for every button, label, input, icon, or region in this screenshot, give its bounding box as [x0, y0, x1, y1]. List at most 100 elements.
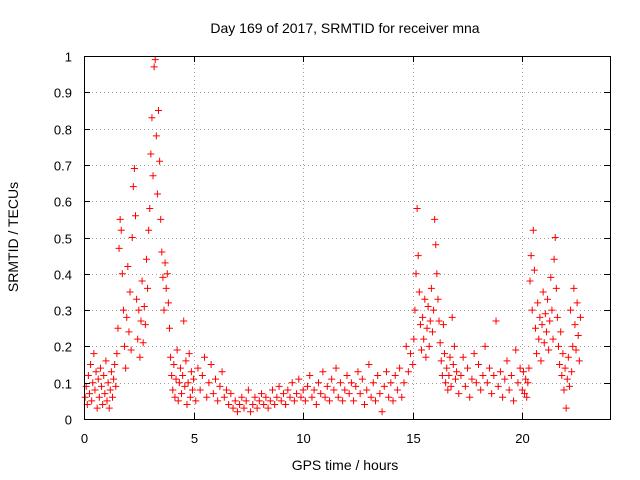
data-point [96, 364, 104, 372]
data-point [416, 321, 424, 329]
data-point [538, 321, 546, 329]
data-point [85, 390, 93, 398]
data-point [126, 288, 134, 296]
data-point [172, 375, 180, 383]
data-point [179, 371, 187, 379]
data-point [144, 284, 152, 292]
data-point [185, 350, 193, 358]
data-point [575, 357, 583, 365]
data-point [130, 165, 138, 173]
data-point [361, 400, 369, 408]
data-point [536, 313, 544, 321]
data-point [519, 368, 527, 376]
data-point [178, 390, 186, 398]
data-point [171, 393, 179, 401]
data-point [479, 371, 487, 379]
data-point [147, 150, 155, 158]
data-point [89, 379, 97, 387]
data-point [418, 346, 426, 354]
data-point [485, 364, 493, 372]
data-point [527, 252, 535, 260]
data-point [321, 393, 329, 401]
data-point [534, 299, 542, 307]
data-point [443, 364, 451, 372]
data-point [138, 277, 146, 285]
data-point [363, 386, 371, 394]
data-point [461, 382, 469, 390]
data-point [550, 255, 558, 263]
data-point [455, 390, 463, 398]
data-point [546, 317, 554, 325]
data-point [229, 404, 237, 412]
data-point [306, 371, 314, 379]
data-point [510, 397, 518, 405]
data-point [116, 215, 124, 223]
data-point [268, 386, 276, 394]
data-point [341, 386, 349, 394]
data-point [530, 266, 538, 274]
data-point [425, 342, 433, 350]
data-point [431, 215, 439, 223]
data-point [447, 382, 455, 390]
data-point [557, 328, 565, 336]
data-point [125, 328, 133, 336]
data-point [104, 379, 112, 387]
data-point [345, 390, 353, 398]
data-point [496, 368, 504, 376]
plot-frame [84, 56, 611, 420]
data-point [503, 357, 511, 365]
x-tick-label: 15 [406, 431, 420, 446]
data-point [160, 306, 168, 314]
data-point [187, 368, 195, 376]
y-tick-label: 0.6 [54, 195, 72, 210]
data-point [288, 379, 296, 387]
data-point [88, 397, 96, 405]
data-point [336, 379, 344, 387]
data-point [175, 379, 183, 387]
data-point [102, 357, 110, 365]
data-point [150, 63, 158, 71]
data-point [574, 332, 582, 340]
data-point [393, 386, 401, 394]
data-point [539, 288, 547, 296]
data-point [400, 379, 408, 387]
data-point [141, 321, 149, 329]
data-point [561, 364, 569, 372]
data-point [183, 400, 191, 408]
data-point [233, 408, 241, 416]
data-point [426, 317, 434, 325]
data-point [382, 368, 390, 376]
data-point [192, 397, 200, 405]
data-point [114, 324, 122, 332]
data-point [315, 379, 323, 387]
data-point [105, 404, 113, 412]
data-point [231, 397, 239, 405]
y-tick-label: 0.9 [54, 86, 72, 101]
data-point [402, 342, 410, 350]
data-point [152, 132, 160, 140]
data-point [459, 353, 467, 361]
data-point [312, 400, 320, 408]
data-point [103, 397, 111, 405]
data-point [428, 328, 436, 336]
data-point [186, 393, 194, 401]
data-point [434, 295, 442, 303]
data-point [535, 335, 543, 343]
data-point [412, 270, 420, 278]
data-point [407, 350, 415, 358]
data-point [376, 390, 384, 398]
data-point [156, 157, 164, 165]
data-point [430, 306, 438, 314]
data-point [174, 397, 182, 405]
data-point [297, 393, 305, 401]
data-point [529, 226, 537, 234]
data-point [264, 404, 272, 412]
data-point [531, 324, 539, 332]
data-point [524, 379, 532, 387]
data-point [84, 371, 92, 379]
data-point [325, 397, 333, 405]
y-axis-label: SRMTID / TECUs [5, 182, 21, 292]
data-point [411, 306, 419, 314]
x-tick-label: 20 [515, 431, 529, 446]
